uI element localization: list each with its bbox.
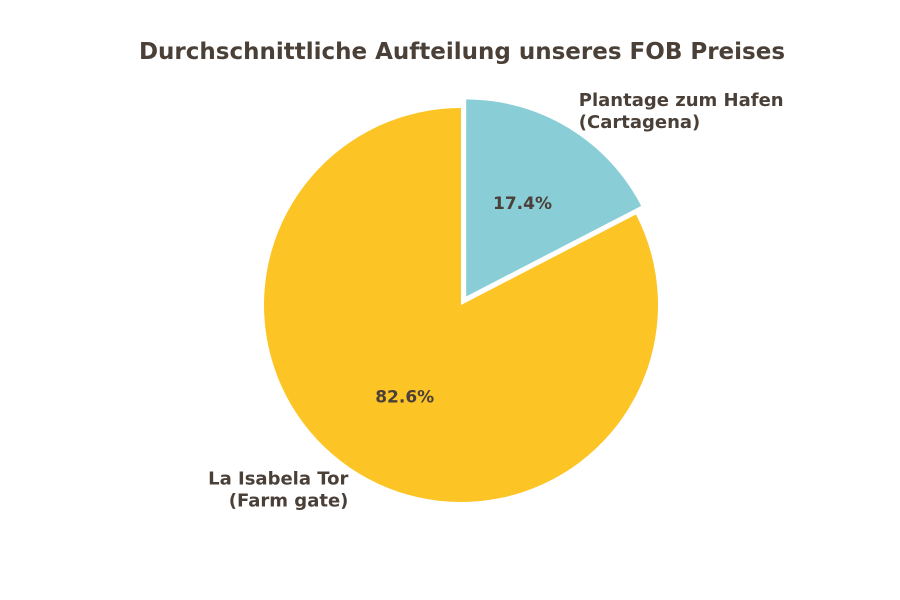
pie-value-label-0: 17.4% [493,194,552,214]
pie-category-label-1-line-1: (Farm gate) [229,491,349,512]
pie-slices [263,99,658,502]
pie-category-label-1: La Isabela Tor (Farm gate) [208,469,348,512]
pie-category-labels: Plantage zum Hafen (Cartagena) La Isabela … [208,90,783,512]
pie-value-labels: 17.4% 82.6% [375,194,552,408]
pie-category-label-0-line-1: (Cartagena) [579,112,701,133]
pie-category-label-1-line-0: La Isabela Tor [208,469,348,490]
pie-slice-0 [466,99,642,297]
chart-title: Durchschnittliche Aufteilung unseres FOB… [139,39,785,65]
pie-value-label-1: 82.6% [375,388,434,408]
pie-category-label-0-line-0: Plantage zum Hafen [579,90,784,111]
pie-category-label-0: Plantage zum Hafen (Cartagena) [579,90,784,133]
pie-slice-1 [263,108,658,502]
